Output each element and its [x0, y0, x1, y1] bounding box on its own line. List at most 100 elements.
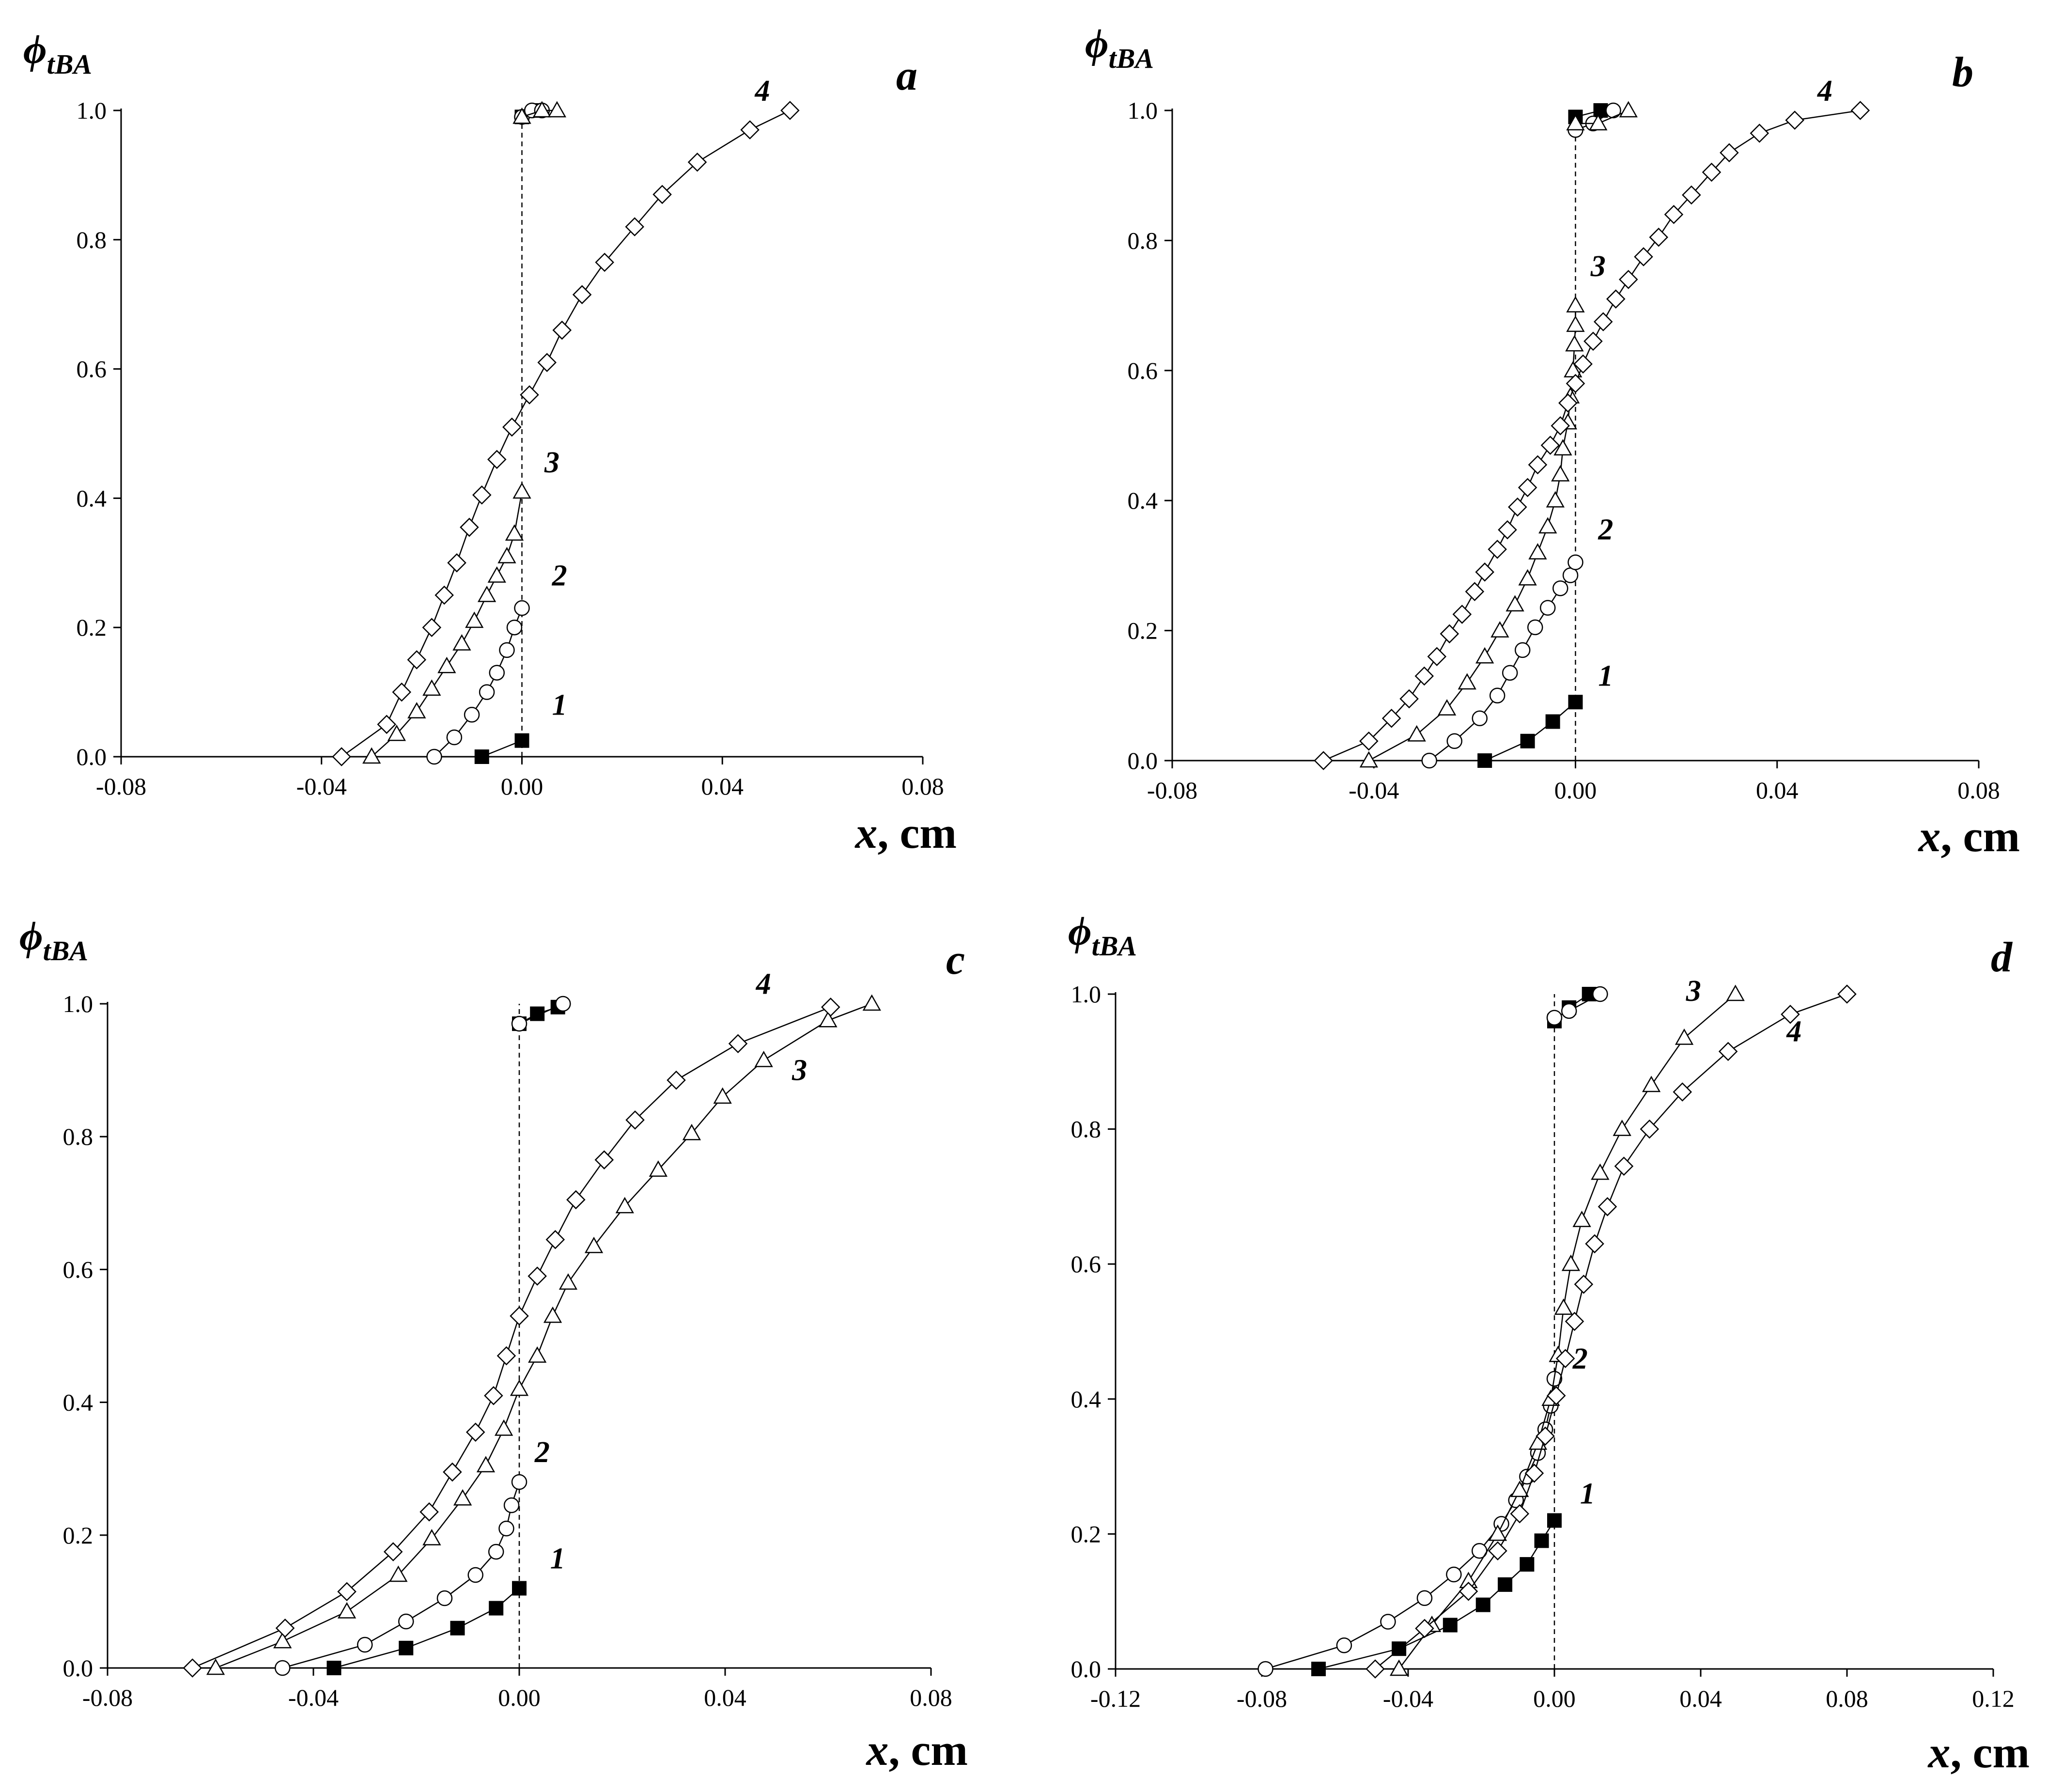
- data-point-diamond: [520, 385, 539, 405]
- y-axis-label-subscript: tBA: [43, 935, 89, 966]
- data-point-triangle: [682, 1123, 701, 1140]
- x-tick-label: 0.04: [704, 1684, 746, 1711]
- data-point-diamond: [1498, 520, 1517, 540]
- data-point-circle: [489, 665, 505, 681]
- data-point-triangle: [1407, 725, 1426, 742]
- data-point-square: [1545, 714, 1560, 729]
- data-point-circle: [511, 1015, 528, 1032]
- data-point-square: [474, 749, 489, 764]
- data-point-diamond: [419, 1502, 439, 1522]
- data-point-triangle: [1528, 543, 1547, 560]
- series-4: 4: [332, 75, 800, 766]
- data-point-diamond: [780, 101, 800, 120]
- data-point-circle: [506, 619, 523, 636]
- y-axis-label-symbol: ϕ: [1085, 21, 1109, 66]
- data-point-triangle: [1554, 1298, 1573, 1315]
- curve-label: 1: [550, 1542, 565, 1575]
- curve-label: 4: [756, 967, 771, 1000]
- data-point-diamond: [1573, 354, 1593, 374]
- data-point-diamond: [1547, 1386, 1566, 1405]
- x-tick-label: 0.00: [1554, 777, 1597, 804]
- data-point-triangle: [477, 585, 496, 602]
- series-1: 1: [1311, 987, 1597, 1676]
- data-point-triangle: [754, 1050, 773, 1067]
- data-point-diamond: [1555, 1349, 1575, 1368]
- data-point-triangle: [1490, 621, 1509, 638]
- data-point-diamond: [1414, 666, 1434, 686]
- panel-letter: c: [946, 936, 965, 983]
- series-1: 1: [326, 999, 565, 1675]
- data-point-circle: [488, 1543, 504, 1560]
- series-line: [215, 1003, 872, 1669]
- data-point-diamond: [502, 417, 522, 437]
- data-point-diamond: [1850, 101, 1870, 120]
- data-point-diamond: [1558, 393, 1578, 413]
- y-axis-label: ϕtBA: [19, 914, 88, 966]
- data-point-circle: [514, 600, 530, 616]
- data-point-diamond: [537, 353, 557, 373]
- x-tick-label: 0.12: [1972, 1685, 2015, 1712]
- data-point-diamond: [552, 320, 572, 340]
- data-point-square: [326, 1661, 341, 1675]
- data-point-triangle: [1619, 101, 1638, 118]
- x-axis-label-variable: x: [854, 808, 878, 857]
- data-point-triangle: [532, 101, 552, 118]
- data-point-triangle: [1458, 673, 1476, 690]
- data-point-diamond: [652, 185, 672, 204]
- data-point-circle: [467, 1567, 483, 1583]
- x-tick-label: -0.04: [1349, 777, 1399, 804]
- data-point-circle: [1502, 665, 1518, 681]
- data-point-triangle: [1553, 439, 1572, 456]
- y-tick-label: 1.0: [63, 990, 93, 1017]
- data-point-triangle: [510, 1379, 529, 1396]
- data-point-diamond: [1781, 1005, 1800, 1024]
- data-point-triangle: [387, 724, 406, 741]
- data-point-diamond: [625, 217, 645, 236]
- data-point-triangle: [1538, 517, 1557, 534]
- data-point-circle: [498, 1520, 514, 1537]
- x-tick-label: 0.00: [1533, 1685, 1576, 1712]
- series-4: 4: [183, 967, 840, 1678]
- data-point-diamond: [1618, 270, 1638, 289]
- data-point-circle: [503, 1497, 520, 1513]
- data-point-diamond: [472, 485, 492, 505]
- data-point-diamond: [484, 1386, 503, 1405]
- y-tick-label: 0.0: [1128, 747, 1158, 774]
- curve-label: 2: [1598, 514, 1613, 546]
- x-axis-label-variable: x: [1927, 1728, 1951, 1777]
- y-axis-label-symbol: ϕ: [1068, 909, 1092, 954]
- series-line: [1318, 1520, 1555, 1670]
- data-point-circle: [1257, 1661, 1273, 1677]
- x-tick-label: 0.04: [701, 773, 744, 800]
- x-tick-label: -0.04: [1383, 1685, 1433, 1712]
- y-tick-label: 0.4: [77, 484, 107, 512]
- data-point-diamond: [687, 152, 707, 172]
- curve-label: 3: [1686, 975, 1701, 1008]
- data-point-diamond: [487, 450, 507, 469]
- data-point-circle: [1546, 1010, 1563, 1026]
- data-point-triangle: [1437, 699, 1457, 716]
- curve-label: 2: [1572, 1342, 1588, 1375]
- data-point-diamond: [1718, 1042, 1738, 1061]
- y-tick-label: 0.4: [1128, 487, 1158, 514]
- data-point-diamond: [1465, 582, 1485, 601]
- y-axis-label-subscript: tBA: [47, 48, 93, 80]
- data-point-diamond: [572, 285, 592, 304]
- data-point-triangle: [505, 524, 524, 541]
- data-point-circle: [426, 748, 442, 765]
- data-point-circle: [1380, 1614, 1396, 1630]
- x-tick-label: 0.04: [1756, 777, 1799, 804]
- data-point-diamond: [1359, 731, 1379, 751]
- data-point-diamond: [183, 1658, 202, 1678]
- data-point-triangle: [337, 1602, 357, 1619]
- data-point-diamond: [510, 1306, 529, 1326]
- x-tick-label: -0.08: [1237, 1685, 1287, 1712]
- curve-label: 3: [544, 446, 559, 479]
- series-3: 3: [1359, 101, 1638, 768]
- data-point-triangle: [1566, 315, 1585, 332]
- data-point-triangle: [1475, 647, 1494, 664]
- data-point-triangle: [1591, 1163, 1610, 1180]
- series-line: [519, 1003, 563, 1025]
- x-tick-label: 0.00: [498, 1684, 541, 1711]
